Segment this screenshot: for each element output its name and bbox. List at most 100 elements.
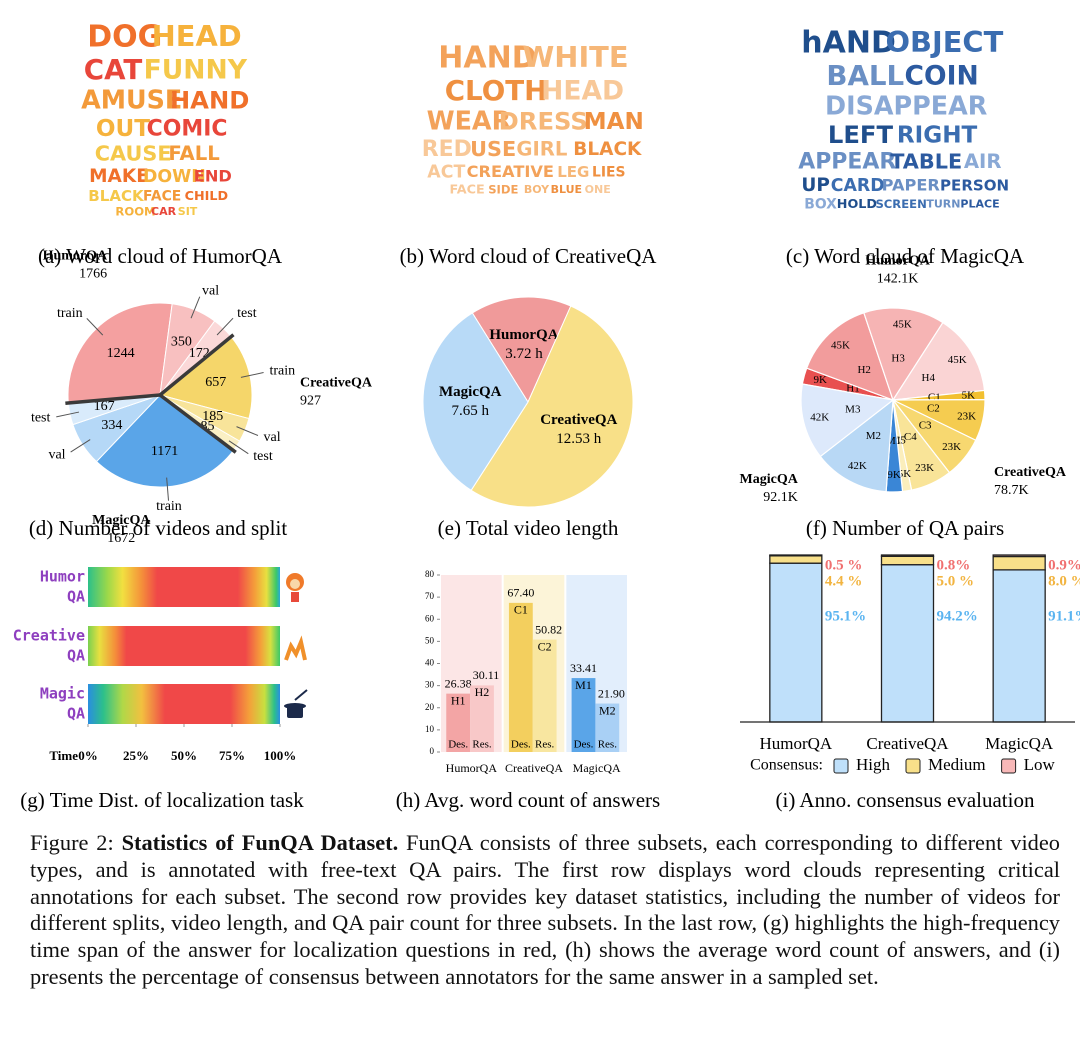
cloud-word: BLUE: [551, 183, 582, 196]
bar-label: C2: [538, 639, 552, 653]
group-total: 927: [300, 393, 321, 408]
value-label: 26.38: [445, 676, 472, 690]
caption-title: Statistics of FunQA Dataset.: [121, 830, 399, 855]
slice-name: M2: [866, 430, 881, 442]
y-tick-label: 10: [425, 724, 435, 734]
value-label: 67.40: [507, 586, 534, 600]
cloud-word: SIDE: [488, 182, 518, 196]
slice-value: 23K: [915, 462, 934, 474]
slice-value: 7.65 h: [452, 403, 490, 419]
leader-line: [190, 296, 201, 319]
bar-label: H2: [475, 685, 490, 699]
cloud-word: OBJECT: [885, 25, 1003, 59]
slice-value: 12.53 h: [556, 431, 602, 447]
cloud-word: LEG: [557, 163, 589, 181]
value-label: 8.0 %: [1048, 573, 1080, 589]
legend-label: High: [856, 755, 891, 774]
value-label: 21.90: [598, 686, 625, 700]
leader-line: [228, 440, 249, 455]
panel-caption: (f) Number of QA pairs: [806, 516, 1004, 540]
panel-caption: (d) Number of videos and split: [29, 516, 288, 540]
value-label: 94.2%: [937, 608, 978, 624]
cloud-word: LEFT: [828, 120, 894, 149]
panel-caption: (g) Time Dist. of localization task: [20, 788, 304, 812]
slice-name: CreativeQA: [540, 412, 617, 428]
value-label: 50.82: [535, 622, 562, 636]
slice-name: MagicQA: [439, 384, 502, 400]
group-name: MagicQA: [740, 472, 799, 487]
y-tick-label: 20: [425, 702, 435, 712]
cloud-word: DOWN: [143, 167, 206, 187]
cloud-word: SCREEN: [875, 197, 926, 211]
group-divider: [65, 393, 161, 406]
pie-slice: [863, 307, 944, 402]
value-label: 0.5 %: [825, 557, 863, 573]
cloud-word: COMIC: [147, 116, 228, 141]
series-label: Des.: [448, 739, 468, 751]
group-name: HumorQA: [865, 253, 930, 268]
bar: [532, 639, 557, 752]
caption-text: FunQA consists of three subsets, each co…: [30, 830, 1060, 989]
leader-line: [86, 318, 104, 336]
cloud-word: BLACK: [573, 139, 642, 160]
panel-caption: (a) Word cloud of HumorQA: [38, 244, 283, 268]
split-label: test: [31, 410, 51, 425]
slice-name: H3: [891, 352, 905, 364]
row-label: QA: [67, 647, 85, 665]
slice-name: H4: [922, 372, 936, 384]
cloud-word: hAND: [801, 25, 896, 60]
row-label: QA: [67, 705, 85, 723]
value-label: 0.9%: [1048, 557, 1080, 573]
group-name: HumorQA: [43, 249, 108, 264]
slice-value: 9K: [813, 374, 827, 386]
x-tick-label: 100%: [264, 748, 297, 763]
group-total: 1766: [79, 267, 107, 282]
cloud-word: FACE: [143, 188, 181, 204]
value-label: 0.8%: [937, 557, 971, 573]
cloud-word: FACE: [450, 182, 485, 197]
cloud-word: FUNNY: [144, 54, 248, 85]
cloud-word: DOG: [87, 19, 162, 54]
cloud-word: RIGHT: [897, 123, 978, 149]
value-label: 30.11: [473, 668, 500, 682]
slice-value: 3.72 h: [505, 346, 543, 362]
legend-label: Medium: [928, 755, 986, 774]
bar: [446, 693, 471, 752]
split-label: train: [156, 499, 182, 514]
y-tick-label: 80: [425, 569, 435, 579]
cloud-word: ROOM: [115, 204, 155, 218]
cloud-word: BOX: [804, 196, 837, 212]
cloud-word: USE: [470, 137, 516, 161]
x-tick-label: 50%: [171, 748, 197, 763]
cloud-word: BALL: [826, 59, 904, 92]
bar-label: C1: [514, 603, 528, 617]
pie-slice: [471, 296, 572, 404]
slice-value: 45K: [831, 339, 850, 351]
legend-swatch: [1001, 758, 1017, 774]
slice-value: 1244: [107, 346, 135, 361]
legend-label: Low: [1024, 755, 1056, 774]
cloud-word: HAND: [170, 85, 250, 114]
x-tick-label: 0%: [78, 748, 98, 763]
y-tick-label: 30: [425, 680, 435, 690]
y-tick-label: 40: [425, 658, 435, 668]
bar-label: M1: [575, 678, 592, 692]
value-label: 4.4 %: [825, 573, 863, 589]
split-label: test: [237, 306, 257, 321]
slice-value: 167: [94, 399, 115, 414]
cloud-word: WEAR: [427, 106, 512, 136]
slice-name: C3: [919, 420, 932, 432]
series-label: Des.: [574, 739, 594, 751]
y-tick-label: 70: [425, 591, 435, 601]
legend-swatch: [905, 758, 921, 774]
slice-value: 23K: [957, 410, 976, 422]
slice-value: 657: [205, 375, 226, 390]
cloud-word: LIES: [592, 165, 626, 181]
cloud-word: HEAD: [152, 19, 242, 53]
row-label: Humor: [40, 568, 85, 586]
bar: [470, 685, 494, 752]
split-label: train: [57, 306, 83, 321]
group-name: CreativeQA: [994, 465, 1067, 480]
heat-strip: [88, 567, 280, 607]
cloud-word: HOLD: [837, 197, 877, 212]
